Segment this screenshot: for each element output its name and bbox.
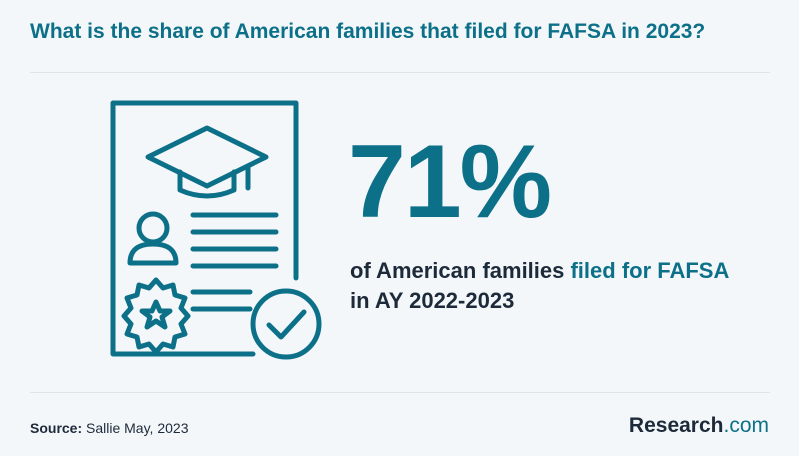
stat-description-suffix: in AY 2022-2023 (350, 288, 515, 313)
diploma-certificate-icon (110, 100, 322, 360)
brand-name: Research (628, 414, 724, 437)
bottom-divider (30, 392, 770, 393)
source-citation: Source: Sallie May, 2023 (30, 420, 188, 436)
stat-description-text: of American families (350, 258, 571, 283)
source-label: Source: (30, 420, 83, 436)
brand-logo: Research.com (629, 414, 769, 438)
top-divider (30, 72, 770, 73)
source-text: Sallie May, 2023 (82, 420, 189, 436)
stat-description-accent: filed for FAFSA (570, 258, 729, 283)
page-title: What is the share of American families t… (30, 20, 706, 43)
brand-suffix: .com (723, 414, 769, 437)
stat-description: of American families filed for FAFSA in … (350, 256, 730, 316)
stat-value: 71% (348, 124, 552, 240)
